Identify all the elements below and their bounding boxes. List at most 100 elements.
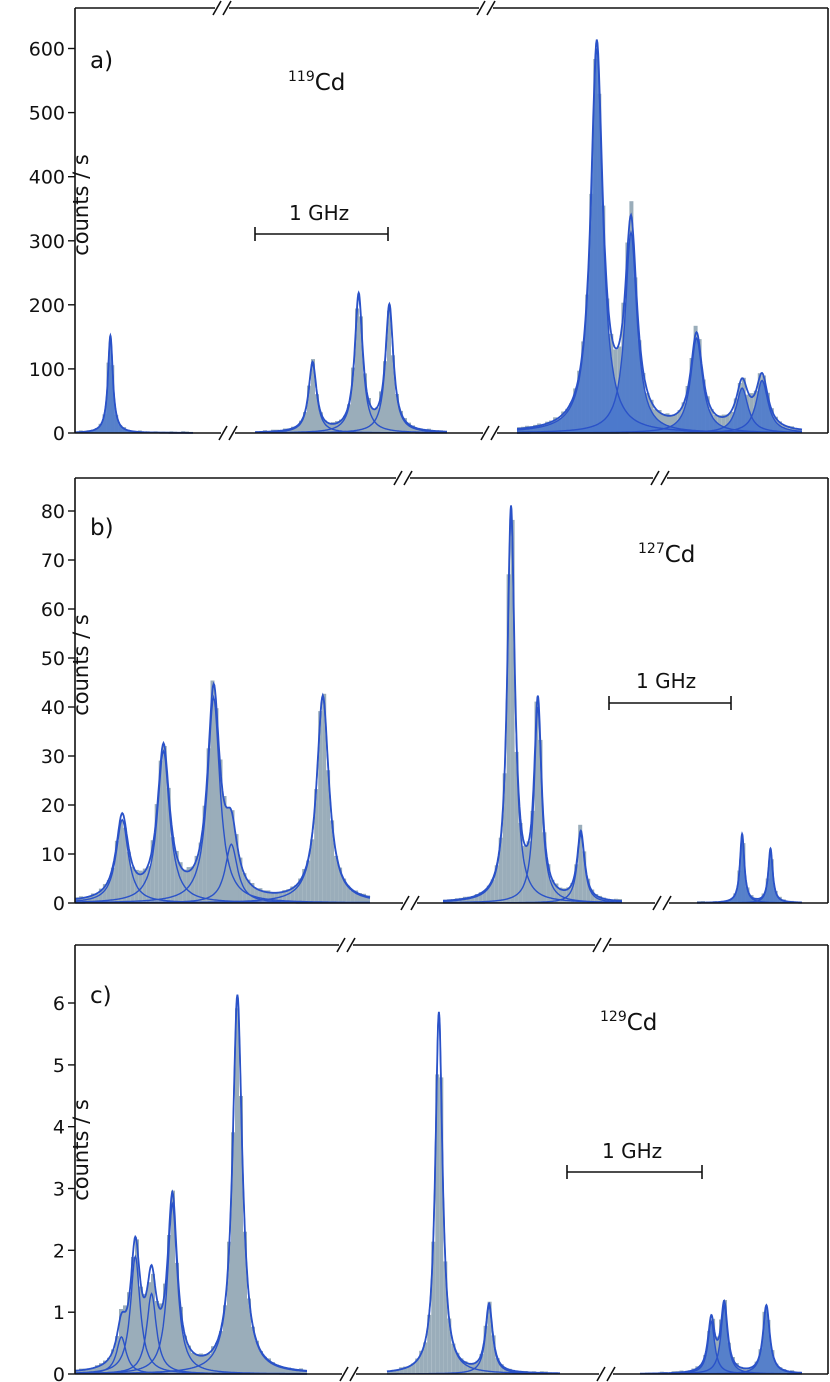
data-bar: [187, 1345, 191, 1374]
data-bar: [287, 1367, 291, 1374]
data-bar: [371, 408, 375, 433]
data-bar: [146, 866, 151, 903]
axis-break-slash: [228, 425, 238, 441]
data-bar: [419, 1350, 424, 1374]
data-bar: [490, 879, 495, 903]
data-bar: [138, 870, 143, 903]
data-bar: [87, 1368, 91, 1374]
spectrum-segment: [640, 1299, 802, 1375]
axis-break-top: [592, 936, 612, 954]
data-bar: [218, 759, 223, 903]
data-bar: [135, 1239, 139, 1374]
data-bar: [251, 1326, 255, 1374]
axis-break-bottom: [400, 894, 420, 912]
axis-break-bottom: [480, 424, 500, 442]
data-bar: [255, 1340, 259, 1374]
data-bar: [163, 1283, 167, 1374]
axis-break-slash: [486, 0, 496, 16]
data-bar: [343, 415, 347, 433]
data-bar: [103, 1360, 107, 1374]
spectrum-panel-c: 0 1 2 3 4 5 6 counts / s c) 129Cd 1 GHz: [53, 944, 829, 1382]
spectrum-panel-b: 0 10 20 30 40 50 60 70 80 counts / s b) 127Cd 1 GHz: [41, 477, 829, 915]
y-tick-label: 0: [53, 893, 65, 915]
data-bar: [578, 824, 583, 903]
data-bar: [83, 1368, 87, 1374]
data-bar: [326, 770, 331, 903]
data-bar: [254, 888, 259, 903]
data-bar: [322, 693, 327, 903]
data-bar: [175, 1262, 179, 1374]
panel-label: b): [90, 515, 114, 541]
axis-break-gap: [221, 424, 235, 442]
data-bar: [466, 896, 471, 903]
data-bar: [463, 1361, 468, 1374]
data-bar: [239, 1096, 243, 1374]
axis-break-top: [393, 469, 413, 487]
data-bar: [530, 810, 535, 903]
data-bar: [554, 883, 559, 903]
data-bar: [131, 1257, 135, 1374]
fit-peak-area: [517, 380, 802, 433]
data-bar: [355, 308, 359, 433]
axis-break-slash: [346, 937, 356, 953]
data-bar: [475, 1360, 480, 1374]
axis-break-slash: [602, 937, 612, 953]
isotope-label: 129Cd: [600, 1009, 657, 1036]
axis-break-slash: [592, 937, 602, 953]
data-bar: [79, 1368, 83, 1374]
data-bar: [403, 1366, 408, 1374]
data-bar: [235, 1008, 239, 1374]
data-bar: [243, 1231, 247, 1374]
data-bar: [483, 1325, 488, 1374]
data-bar: [514, 751, 519, 903]
data-bar: [203, 1354, 207, 1374]
fit-curve: [386, 1011, 560, 1375]
data-bar: [298, 878, 303, 903]
data-bar: [302, 869, 307, 903]
data-bar: [199, 1353, 203, 1374]
y-tick-label: 100: [29, 359, 65, 381]
fit-component-curve: [75, 996, 308, 1375]
data-bar: [142, 868, 147, 903]
data-bar: [415, 1358, 420, 1374]
data-bar: [299, 420, 303, 433]
data-bar: [467, 1363, 472, 1374]
axis-break-slash: [490, 425, 500, 441]
data-bar: [395, 1369, 399, 1374]
data-bar: [262, 890, 267, 903]
data-bar: [231, 1132, 235, 1374]
data-bar: [307, 385, 311, 433]
data-bar: [391, 1370, 395, 1374]
isotope-label: 119Cd: [288, 69, 345, 96]
y-tick-label: 200: [29, 295, 65, 317]
axis-break-slash: [212, 0, 222, 16]
data-bar: [282, 890, 287, 903]
data-bar: [91, 1367, 95, 1374]
data-bar: [223, 1305, 227, 1374]
data-bar: [342, 878, 347, 903]
data-bar: [162, 746, 167, 903]
axis-break-bottom: [596, 1365, 616, 1382]
y-tick-label: 10: [41, 844, 65, 866]
data-bar: [167, 1235, 171, 1374]
data-bar: [195, 1353, 199, 1374]
data-bar: [126, 851, 131, 903]
spectrum-segment: [443, 505, 622, 904]
data-bar: [510, 519, 515, 903]
fit-curve: [517, 39, 803, 431]
y-tick-label: 400: [29, 167, 65, 189]
data-bar: [183, 1335, 187, 1374]
data-bar: [295, 426, 299, 433]
data-bar: [331, 422, 335, 433]
data-bar: [470, 897, 475, 903]
data-bar: [423, 1342, 428, 1374]
data-bar: [270, 892, 275, 903]
data-bar: [399, 410, 403, 433]
data-bar: [179, 1306, 183, 1374]
data-bar: [107, 1357, 111, 1374]
data-bar: [186, 867, 191, 903]
data-bar: [455, 1352, 460, 1374]
data-bar: [435, 1074, 440, 1374]
data-bar: [407, 1366, 412, 1374]
y-tick-label: 70: [41, 550, 65, 572]
